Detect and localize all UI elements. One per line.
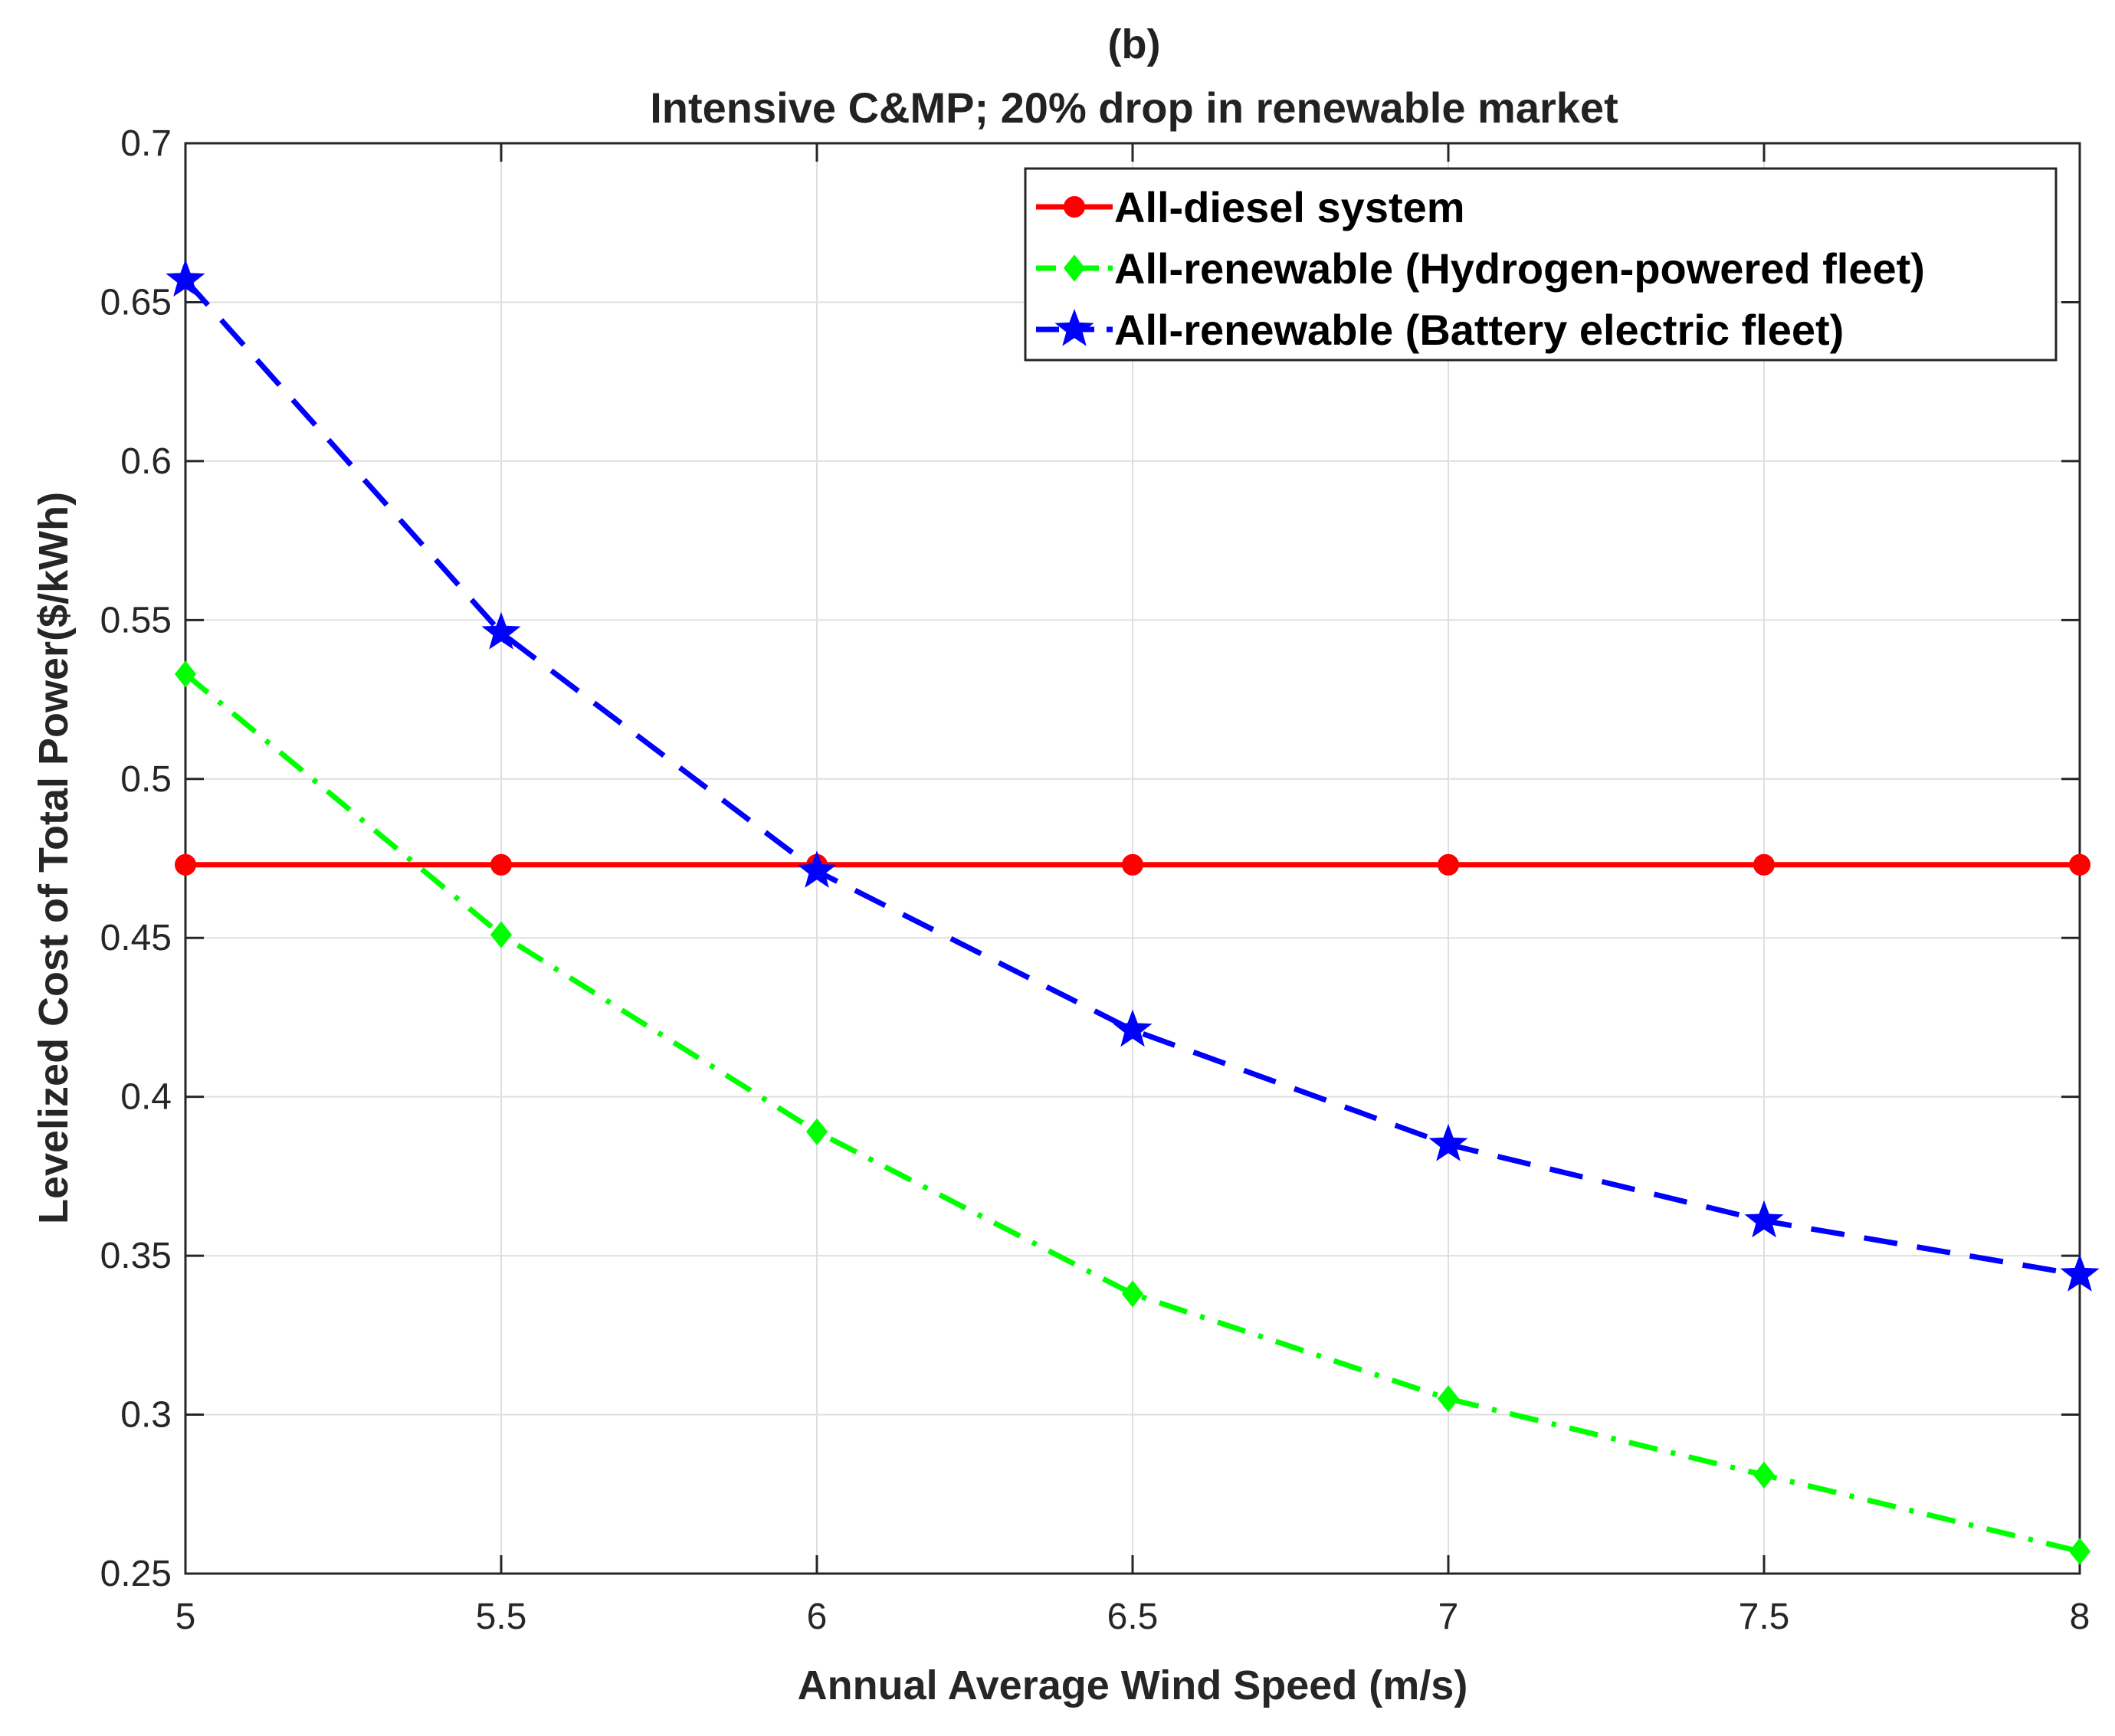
series-2 xyxy=(166,259,2100,1292)
data-point xyxy=(797,850,837,888)
legend-entry: All-renewable (Hydrogen-powered fleet) xyxy=(1036,244,1925,293)
data-point xyxy=(2060,1254,2100,1292)
legend-label: All-renewable (Battery electric fleet) xyxy=(1114,306,1844,354)
x-tick-label: 7 xyxy=(1438,1597,1459,1637)
y-tick-label: 0.5 xyxy=(120,759,172,800)
series-layer xyxy=(166,259,2100,1565)
legend-label: All-diesel system xyxy=(1114,183,1465,231)
y-tick-label: 0.25 xyxy=(100,1554,172,1594)
legend-marker xyxy=(1054,309,1094,346)
y-tick-labels: 0.25 0.3 0.35 0.4 0.45 0.5 0.55 0.6 0.65 0.7 xyxy=(100,123,172,1594)
data-point xyxy=(1438,853,1459,876)
data-point xyxy=(2069,853,2090,876)
data-point xyxy=(1121,1280,1144,1308)
data-point xyxy=(490,853,512,876)
x-tick-label: 5.5 xyxy=(476,1597,527,1637)
y-axis-label: Levelized Cost of Total Power($/kWh) xyxy=(31,492,77,1224)
data-point xyxy=(166,259,205,297)
legend-label: All-renewable (Hydrogen-powered fleet) xyxy=(1114,244,1925,293)
chart-title: Intensive C&MP; 20% drop in renewable ma… xyxy=(650,84,1618,132)
x-tick-label: 6 xyxy=(807,1597,828,1637)
x-tick-label: 8 xyxy=(2070,1597,2090,1637)
data-point xyxy=(1744,1200,1784,1238)
legend-marker xyxy=(1064,196,1085,218)
y-tick-label: 0.45 xyxy=(100,918,172,958)
x-tick-label: 5 xyxy=(175,1597,196,1637)
legend-entry: All-renewable (Battery electric fleet) xyxy=(1036,306,1844,354)
legend-entries: All-diesel system All-renewable (Hydrogen… xyxy=(1036,183,1925,354)
y-tick-label: 0.55 xyxy=(100,600,172,640)
data-point xyxy=(2068,1538,2091,1565)
y-tick-label: 0.3 xyxy=(120,1395,172,1436)
legend-box xyxy=(1024,167,2058,362)
data-point xyxy=(175,853,196,876)
y-tick-label: 0.7 xyxy=(120,123,172,164)
panel-label: (b) xyxy=(1108,21,1161,67)
series-1 xyxy=(174,660,2091,1565)
data-point xyxy=(1753,1461,1776,1489)
y-tick-label: 0.35 xyxy=(100,1236,172,1276)
axis-ticks xyxy=(184,142,2081,1575)
y-tick-label: 0.65 xyxy=(100,282,172,323)
data-point xyxy=(490,921,513,948)
y-tick-label: 0.6 xyxy=(120,441,172,482)
x-tick-label: 7.5 xyxy=(1739,1597,1790,1637)
data-point xyxy=(1437,1385,1460,1413)
data-point xyxy=(1428,1124,1468,1161)
data-point xyxy=(481,612,521,650)
x-tick-label: 6.5 xyxy=(1107,1597,1159,1637)
data-point xyxy=(805,1118,828,1145)
legend: All-diesel system All-renewable (Hydrogen… xyxy=(1024,167,2058,362)
data-point xyxy=(174,660,197,688)
legend-marker xyxy=(1063,254,1086,282)
x-axis-label: Annual Average Wind Speed (m/s) xyxy=(798,1662,1468,1708)
data-point xyxy=(1753,853,1775,876)
legend-entry: All-diesel system xyxy=(1036,183,1465,231)
data-point xyxy=(1113,1009,1153,1047)
data-point xyxy=(1122,853,1143,876)
x-tick-labels: 5 5.5 6 6.5 7 7.5 8 xyxy=(175,1597,2090,1637)
y-tick-label: 0.4 xyxy=(120,1077,172,1118)
